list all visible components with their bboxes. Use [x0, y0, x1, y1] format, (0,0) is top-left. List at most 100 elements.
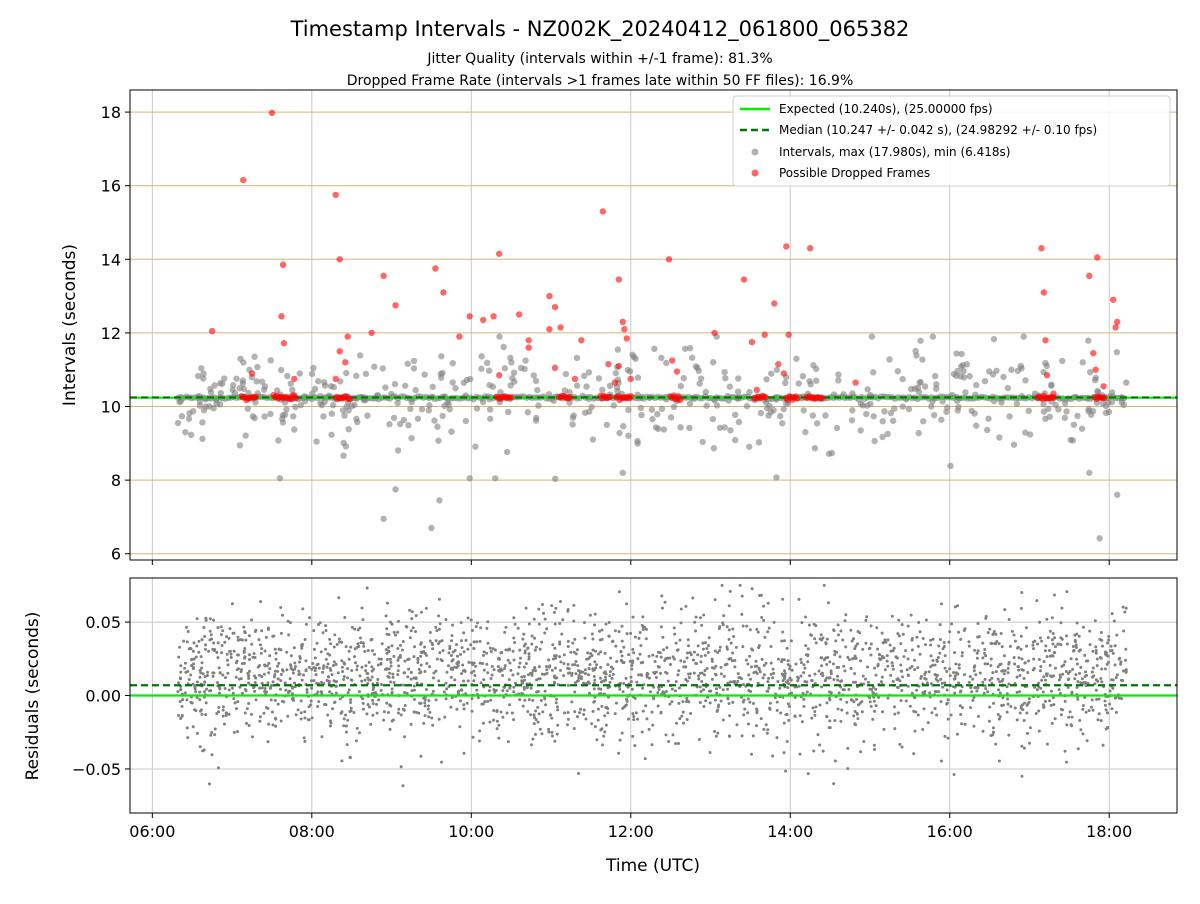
residual-point [572, 619, 576, 623]
interval-point [939, 398, 946, 405]
residual-point [1081, 625, 1085, 629]
residual-point [371, 688, 375, 692]
dropped-frame-point [571, 375, 579, 383]
interval-point [1070, 421, 1078, 428]
residual-point [963, 673, 967, 677]
residual-point [750, 665, 754, 669]
residual-point [182, 639, 186, 643]
residual-point [390, 690, 394, 694]
residual-point [976, 622, 980, 626]
interval-point [473, 405, 481, 412]
residual-point [1083, 653, 1087, 657]
residual-point [1068, 669, 1072, 673]
residual-point [208, 617, 212, 621]
residual-point [772, 620, 776, 624]
residual-point [216, 641, 220, 645]
residual-point [451, 623, 455, 627]
residual-point [915, 635, 919, 639]
interval-point [328, 431, 335, 438]
residual-point [321, 631, 325, 635]
residual-point [489, 676, 493, 680]
residual-point [850, 639, 854, 643]
interval-point [217, 389, 224, 397]
residual-point [346, 691, 350, 695]
residual-point [416, 660, 420, 664]
residual-point [1006, 697, 1010, 701]
residual-point [294, 664, 298, 668]
residual-point [431, 723, 435, 727]
residual-point [715, 709, 719, 713]
residual-point [682, 721, 686, 725]
residual-point [322, 664, 326, 668]
residual-point [279, 719, 283, 723]
residual-point [505, 689, 509, 693]
residual-point [644, 627, 648, 631]
residual-point [906, 684, 910, 688]
residual-point [1057, 688, 1061, 692]
residual-point [488, 685, 492, 689]
residual-point [346, 676, 350, 680]
residual-point [1018, 673, 1022, 677]
residual-point [652, 685, 656, 689]
dropped-frame-point [392, 302, 399, 309]
residual-point [492, 668, 496, 672]
residual-point [309, 679, 313, 683]
interval-point [634, 440, 641, 447]
residual-point [948, 674, 952, 678]
residual-point [285, 668, 289, 672]
residual-point [409, 670, 413, 674]
residual-point [639, 644, 643, 648]
residual-point [1093, 619, 1097, 623]
residual-point [1000, 669, 1004, 673]
residual-point [525, 686, 529, 690]
residual-point [512, 718, 516, 722]
interval-point [709, 359, 717, 366]
interval-point [1061, 414, 1068, 422]
residual-point [449, 705, 453, 709]
interval-point [210, 405, 217, 412]
residual-point [882, 727, 886, 731]
residual-point [926, 721, 930, 725]
residual-point [697, 737, 701, 741]
residual-point [352, 655, 356, 659]
interval-point [254, 363, 261, 371]
residual-point [790, 691, 794, 695]
residual-point [1074, 643, 1078, 647]
residual-point [1061, 708, 1065, 712]
interval-point [899, 375, 906, 383]
residual-point [435, 629, 439, 633]
residual-point [713, 649, 717, 653]
residual-point [554, 654, 558, 658]
residual-point [342, 677, 346, 681]
residual-point [1123, 658, 1127, 662]
residual-point [811, 706, 815, 710]
residual-point [562, 711, 566, 715]
residual-point [1121, 669, 1125, 673]
residual-point [264, 635, 268, 639]
residual-point [1065, 723, 1069, 727]
residual-point [697, 674, 701, 678]
residual-point [731, 680, 735, 684]
residual-point [735, 723, 739, 727]
residual-point [608, 680, 612, 684]
residual-point [1094, 645, 1098, 649]
residual-point [768, 701, 772, 705]
residual-point [656, 691, 660, 695]
residual-point [518, 698, 522, 702]
residual-point [519, 656, 523, 660]
residual-point [259, 651, 263, 655]
residual-point [492, 688, 496, 692]
interval-point [267, 410, 274, 418]
interval-point [394, 399, 401, 407]
residual-point [244, 689, 248, 693]
residual-point [547, 730, 551, 734]
residual-point [617, 630, 621, 634]
residual-point [397, 664, 401, 668]
residual-point [348, 755, 352, 759]
chart-title: Timestamp Intervals - NZ002K_20240412_06… [290, 17, 910, 42]
residual-point [438, 622, 442, 626]
residual-point [1073, 633, 1077, 637]
interval-point [489, 383, 497, 390]
residual-point [862, 740, 866, 744]
residual-point [741, 645, 745, 649]
